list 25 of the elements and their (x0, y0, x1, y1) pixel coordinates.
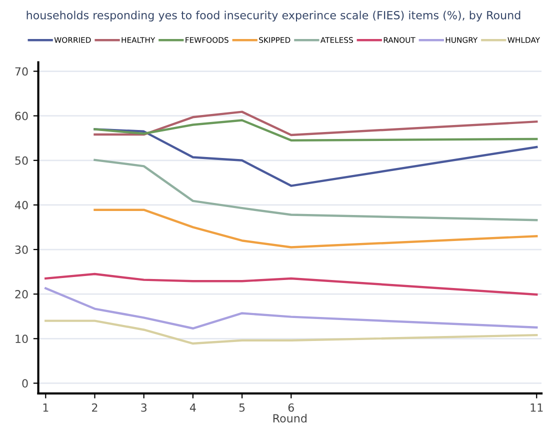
x-tick-label: 5 (239, 404, 245, 412)
x-tick-label: 4 (190, 404, 196, 412)
line-series (94, 110, 538, 136)
line-series (94, 128, 538, 187)
y-tick-label: 10 (16, 334, 28, 344)
y-tick-label: 0 (22, 379, 28, 388)
x-tick-label: 11 (530, 404, 543, 412)
y-tick-label: 50 (15, 156, 28, 165)
line-series (44, 287, 538, 330)
x-tick-label: 3 (141, 403, 146, 412)
line-series (44, 272, 538, 296)
line-series (94, 208, 538, 248)
x-tick-label: 6 (288, 403, 294, 412)
y-tick-label: 30 (15, 245, 28, 254)
y-tick-label: 20 (15, 290, 28, 298)
x-axis-title: Round (273, 414, 306, 423)
line-series (94, 119, 538, 142)
chart-title: households responding yes to food insecurity experince scale (FIES) items (%), by Round (26, 10, 520, 22)
y-tick-label: 40 (14, 200, 28, 210)
line-series (94, 158, 538, 222)
x-tick-label: 1 (43, 404, 48, 412)
line-series (44, 320, 538, 345)
y-tick-label: 60 (15, 112, 28, 120)
y-tick-label: 70 (15, 67, 28, 76)
x-tick-label: 2 (92, 403, 98, 412)
